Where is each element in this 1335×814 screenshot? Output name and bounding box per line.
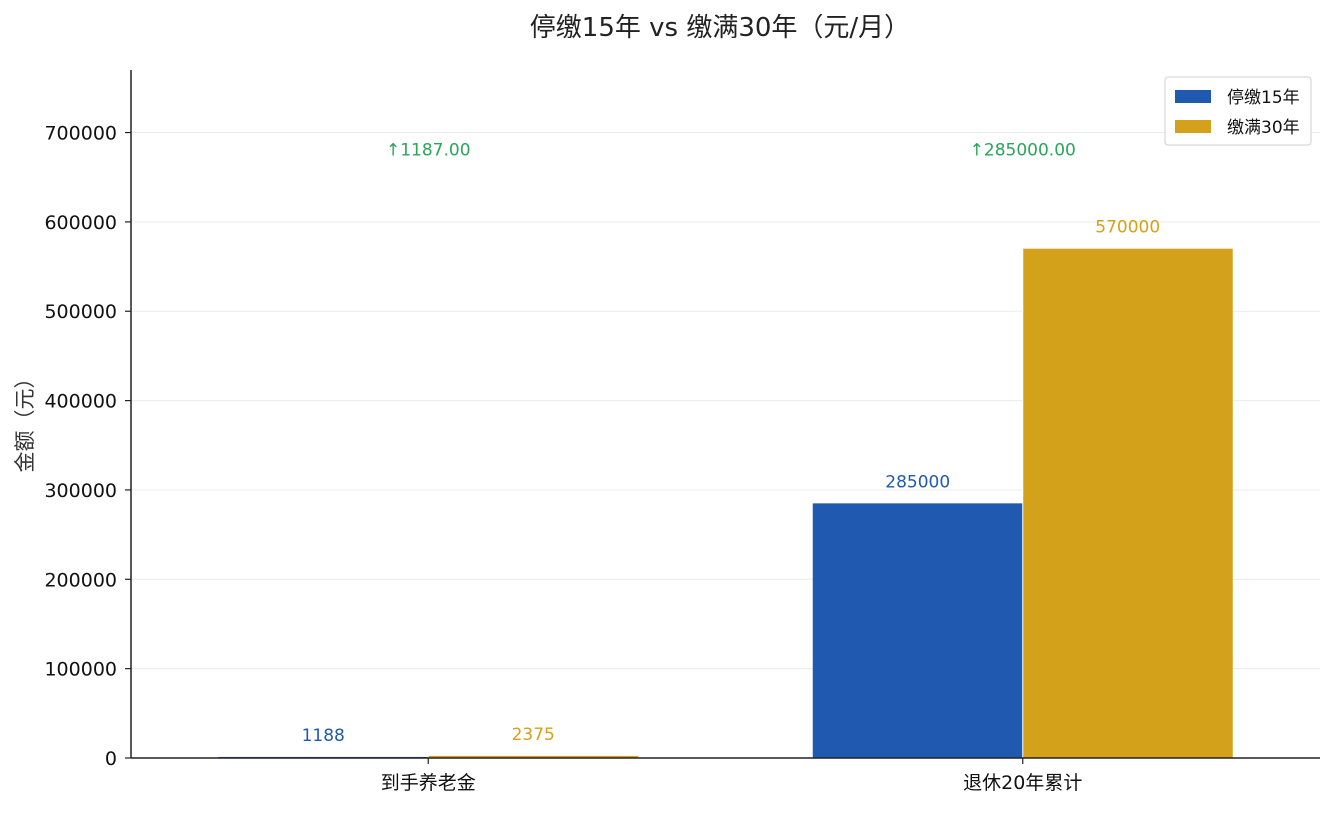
x-tick-label: 到手养老金 xyxy=(381,772,476,794)
y-tick-label: 600000 xyxy=(44,212,117,234)
legend-swatch xyxy=(1175,120,1211,133)
data-label: 2375 xyxy=(512,725,555,745)
difference-annotation: ↑1187.00 xyxy=(386,140,471,160)
chart-title: 停缴15年 vs 缴满30年（元/月） xyxy=(530,13,910,43)
data-label: 1188 xyxy=(302,726,345,746)
bars xyxy=(218,248,1233,758)
y-tick-label: 200000 xyxy=(44,569,117,591)
y-tick-label: 0 xyxy=(105,748,117,770)
axes: 0 100000 200000 300000 400000 500000 600000 700… xyxy=(44,70,1320,794)
legend-entry: 缴满30年 xyxy=(1227,118,1300,138)
y-tick-label: 500000 xyxy=(44,301,117,323)
y-axis-label: 金额（元） xyxy=(13,368,37,473)
y-tick-label: 100000 xyxy=(44,659,117,681)
bar xyxy=(428,755,639,758)
y-tick-label: 300000 xyxy=(44,480,117,502)
y-tick-label: 400000 xyxy=(44,391,117,413)
data-label: 285000 xyxy=(885,472,950,492)
x-tick-label: 退休20年累计 xyxy=(963,772,1082,794)
value-labels: 1188 285000 2375 570000 ↑1187.00 ↑285000.00 xyxy=(302,140,1161,746)
y-tick-label: 700000 xyxy=(44,123,117,145)
difference-annotation: ↑285000.00 xyxy=(970,140,1076,160)
bar xyxy=(1022,248,1233,758)
legend-entry: 停缴15年 xyxy=(1227,88,1300,108)
grid-lines xyxy=(131,132,1320,670)
legend-swatch xyxy=(1175,90,1211,103)
bar xyxy=(812,503,1023,758)
data-label: 570000 xyxy=(1095,218,1160,238)
